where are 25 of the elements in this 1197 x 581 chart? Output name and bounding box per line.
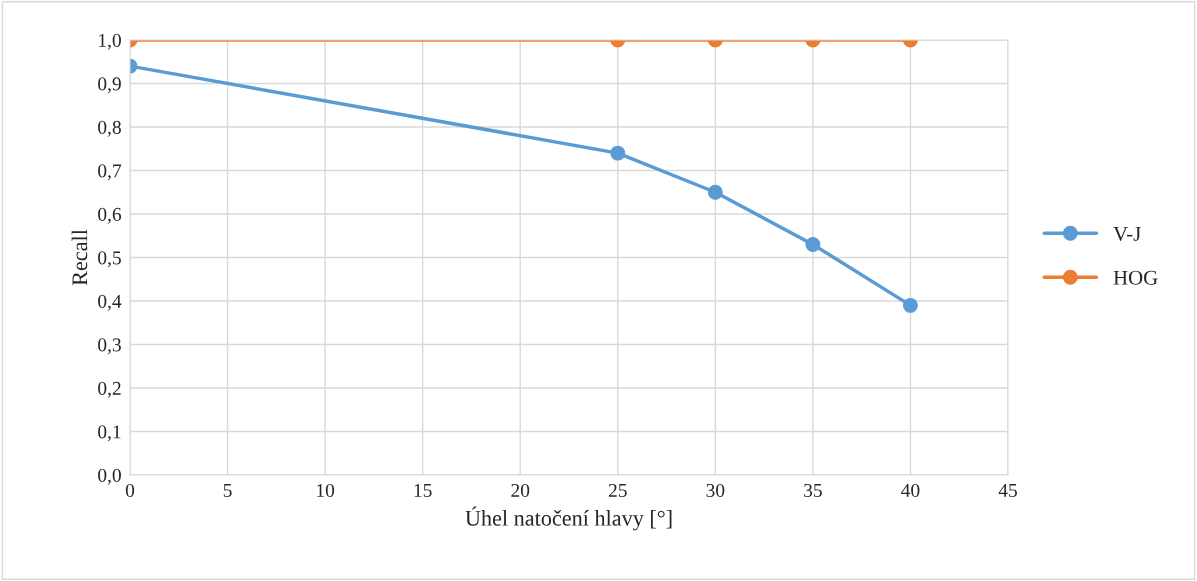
- y-tick-label: 0,3: [98, 338, 121, 355]
- x-tick-label: 15: [414, 483, 432, 498]
- y-tick-label: 0,0: [98, 468, 121, 485]
- y-tick-label: 0,4: [98, 294, 122, 311]
- y-tick-label: 0,8: [98, 120, 121, 137]
- y-tick-label: 1,0: [99, 33, 121, 50]
- y-tick-label: 0,7: [98, 164, 122, 181]
- x-tick-label: 30: [706, 483, 725, 498]
- x-tick-label: 25: [608, 483, 627, 498]
- y-tick-label: 0,1: [98, 425, 121, 442]
- x-tick-label: 20: [511, 483, 530, 498]
- x-tick-label: 45: [998, 484, 1017, 498]
- y-tick-label: 0,2: [98, 381, 121, 398]
- x-axis-title: Úhel natočení hlavy [°]: [465, 506, 672, 531]
- legend-label: HOG: [1113, 270, 1158, 285]
- y-axis-title: Recall: [71, 229, 88, 286]
- y-tick-label: 0,9: [98, 77, 121, 94]
- x-tick-label: 40: [901, 483, 920, 498]
- y-tick-label: 0,6: [98, 207, 122, 224]
- x-tick-label: 0: [125, 483, 135, 498]
- x-tick-label: 10: [317, 483, 335, 498]
- legend-label: V-J: [1113, 226, 1141, 241]
- y-tick-label: 0,5: [98, 251, 121, 268]
- x-tick-label: 35: [804, 483, 822, 498]
- x-tick-label: 5: [223, 484, 232, 498]
